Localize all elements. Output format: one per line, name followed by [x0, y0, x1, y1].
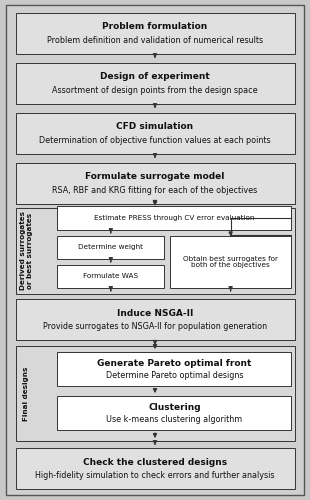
Text: Estimate PRESS through CV error evaluation: Estimate PRESS through CV error evaluati…: [94, 215, 255, 221]
Text: RSA, RBF and KRG fitting for each of the objectives: RSA, RBF and KRG fitting for each of the…: [52, 186, 258, 195]
Text: Determine weight: Determine weight: [78, 244, 143, 250]
Bar: [16, 346, 294, 441]
Text: Derived surrogates
or best surrogates: Derived surrogates or best surrogates: [20, 211, 33, 290]
Bar: [16, 162, 294, 203]
Text: CFD simulation: CFD simulation: [117, 122, 193, 132]
Text: Formulate surrogate model: Formulate surrogate model: [85, 172, 225, 182]
Text: Generate Pareto optimal front: Generate Pareto optimal front: [97, 360, 251, 368]
Bar: [57, 265, 164, 288]
Text: Problem definition and validation of numerical results: Problem definition and validation of num…: [47, 36, 263, 45]
Bar: [16, 448, 294, 489]
Bar: [16, 112, 294, 154]
Text: Check the clustered designs: Check the clustered designs: [83, 458, 227, 467]
Bar: [16, 62, 294, 104]
Text: Use k-means clustering algorithm: Use k-means clustering algorithm: [106, 414, 242, 424]
Text: Clustering: Clustering: [148, 404, 201, 412]
Text: High-fidelity simulation to check errors and further analysis: High-fidelity simulation to check errors…: [35, 472, 275, 480]
Text: Formulate WAS: Formulate WAS: [83, 274, 138, 280]
Text: Assortment of design points from the design space: Assortment of design points from the des…: [52, 86, 258, 95]
Text: Design of experiment: Design of experiment: [100, 72, 210, 82]
Bar: [16, 208, 294, 294]
Text: Problem formulation: Problem formulation: [102, 22, 208, 32]
Text: Determination of objective function values at each points: Determination of objective function valu…: [39, 136, 271, 145]
Text: Induce NSGA-II: Induce NSGA-II: [117, 309, 193, 318]
Bar: [16, 299, 294, 340]
Bar: [57, 236, 164, 259]
Bar: [16, 12, 294, 53]
Bar: [57, 352, 291, 386]
Text: Provide surrogates to NSGA-II for population generation: Provide surrogates to NSGA-II for popula…: [43, 322, 267, 332]
Text: Determine Pareto optimal designs: Determine Pareto optimal designs: [106, 370, 243, 380]
Bar: [57, 206, 291, 230]
Bar: [57, 396, 291, 430]
Bar: [170, 236, 291, 288]
Text: Obtain best surrogates for
both of the objectives: Obtain best surrogates for both of the o…: [183, 256, 278, 268]
Text: Final designs: Final designs: [23, 366, 29, 420]
